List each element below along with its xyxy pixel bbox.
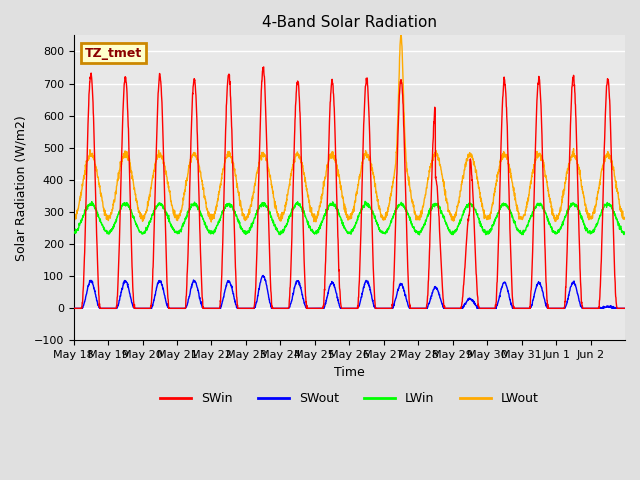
Title: 4-Band Solar Radiation: 4-Band Solar Radiation bbox=[262, 15, 437, 30]
Y-axis label: Solar Radiation (W/m2): Solar Radiation (W/m2) bbox=[15, 115, 28, 261]
Text: TZ_tmet: TZ_tmet bbox=[84, 47, 142, 60]
Legend: SWin, SWout, LWin, LWout: SWin, SWout, LWin, LWout bbox=[155, 387, 544, 410]
X-axis label: Time: Time bbox=[334, 366, 365, 379]
